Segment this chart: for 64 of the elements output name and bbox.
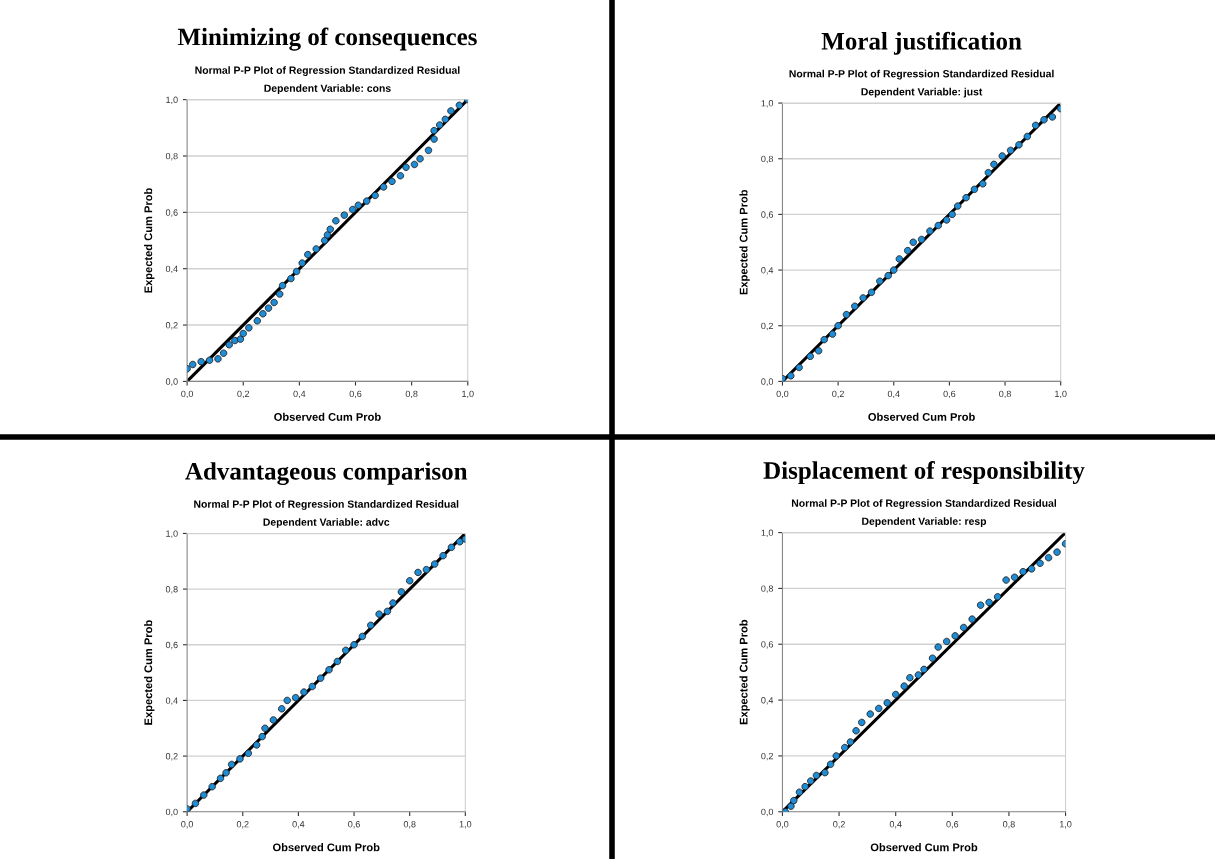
- chart-title: Displacement of responsibility: [763, 461, 1085, 485]
- y-tick-label: 1,0: [761, 529, 774, 538]
- x-tick-label: 0,6: [943, 390, 956, 399]
- y-tick-label: 0,8: [165, 586, 178, 594]
- y-tick-label: 0,0: [761, 808, 774, 817]
- x-tick-label: 1,0: [462, 390, 474, 399]
- x-tick-label: 1,0: [1059, 821, 1072, 829]
- y-tick-label: 0,6: [761, 211, 774, 219]
- x-tick-label: 1,0: [1055, 390, 1067, 399]
- x-tick-label: 0,2: [236, 821, 249, 829]
- y-tick-label: 1,0: [761, 100, 774, 108]
- x-tick-label: 0,2: [832, 390, 844, 399]
- chart-subtitle: Normal P-P Plot of Regression Standardized Residual Dependent Variable: cons: [195, 66, 460, 95]
- y-axis-title: Expected Cum Prob: [144, 188, 155, 293]
- x-tick-label: 0,6: [946, 821, 959, 829]
- chart-title: Advantageous comparison: [185, 462, 468, 486]
- y-tick-label: 0,2: [761, 322, 773, 331]
- x-axis-title: Observed Cum Prob: [868, 412, 975, 421]
- x-axis-title: Observed Cum Prob: [272, 843, 380, 852]
- x-tick-label: 0,0: [776, 821, 789, 829]
- x-tick-label: 0,6: [348, 821, 360, 829]
- y-tick-label: 0,4: [165, 697, 178, 705]
- x-tick-label: 0,4: [889, 821, 902, 829]
- y-tick-label: 0,2: [165, 322, 178, 330]
- chart-title: Minimizing of consequences: [177, 27, 477, 51]
- x-tick-label: 0,2: [237, 390, 250, 399]
- y-tick-label: 0,2: [761, 752, 773, 761]
- x-tick-label: 0,8: [405, 390, 418, 399]
- y-tick-label: 0,4: [761, 267, 774, 275]
- x-tick-label: 0,8: [999, 390, 1011, 399]
- x-axis-title: Observed Cum Prob: [274, 412, 381, 421]
- y-tick-label: 0,8: [761, 155, 774, 164]
- y-tick-label: 1,0: [166, 96, 178, 105]
- y-tick-label: 0,4: [761, 697, 774, 705]
- y-tick-label: 0,8: [165, 152, 178, 161]
- chart-subtitle: Normal P-P Plot of Regression Standardized Residual Dependent Variable: advc: [194, 500, 459, 528]
- x-tick-label: 1,0: [459, 821, 472, 829]
- y-axis-title: Expected Cum Prob: [144, 620, 155, 725]
- y-tick-label: 0,0: [165, 378, 178, 386]
- y-tick-label: 0,0: [761, 378, 774, 386]
- y-tick-label: 0,4: [165, 265, 178, 274]
- y-tick-label: 0,6: [165, 641, 178, 650]
- y-tick-label: 1,0: [166, 530, 178, 538]
- chart-subtitle: Normal P-P Plot of Regression Standardized Residual Dependent Variable: just: [789, 69, 1054, 98]
- x-tick-label: 0,0: [181, 821, 194, 829]
- x-tick-label: 0,4: [887, 390, 900, 399]
- y-tick-label: 0,0: [165, 808, 178, 817]
- x-tick-label: 0,2: [833, 821, 845, 829]
- chart-subtitle: Normal P-P Plot of Regression Standardized Residual Dependent Variable: resp: [791, 499, 1057, 527]
- x-tick-label: 0,8: [403, 821, 416, 829]
- chart-title: Moral justification: [821, 31, 1022, 55]
- y-axis-title: Expected Cum Prob: [739, 619, 750, 725]
- y-tick-label: 0,2: [165, 753, 178, 761]
- y-tick-label: 0,8: [761, 585, 774, 593]
- y-tick-label: 0,6: [165, 209, 178, 217]
- x-tick-label: 0,8: [1003, 821, 1015, 829]
- x-tick-label: 0,4: [292, 821, 305, 829]
- x-tick-label: 0,4: [293, 390, 306, 399]
- x-tick-label: 0,0: [776, 390, 789, 399]
- x-axis-title: Observed Cum Prob: [870, 843, 978, 852]
- x-tick-label: 0,6: [349, 390, 362, 399]
- y-tick-label: 0,6: [761, 641, 774, 649]
- y-axis-title: Expected Cum Prob: [739, 189, 750, 295]
- x-tick-label: 0,0: [181, 390, 194, 399]
